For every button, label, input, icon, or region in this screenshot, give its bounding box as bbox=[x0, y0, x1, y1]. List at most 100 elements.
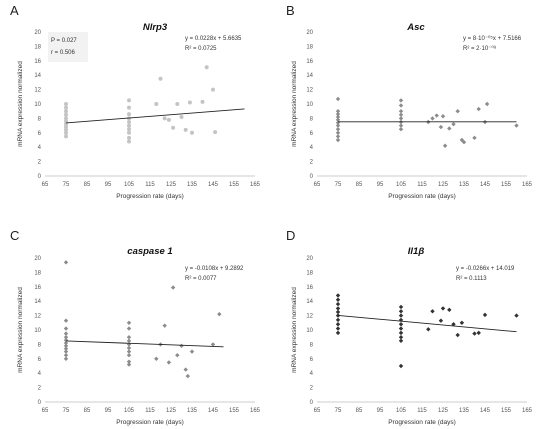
x-tick-label: 75 bbox=[63, 408, 70, 414]
x-tick-label: 135 bbox=[459, 408, 470, 414]
data-point bbox=[398, 123, 404, 128]
x-tick-label: 125 bbox=[438, 182, 449, 188]
data-point bbox=[459, 137, 465, 143]
x-tick-label: 125 bbox=[438, 408, 449, 414]
x-tick-label: 155 bbox=[501, 408, 512, 414]
data-point bbox=[63, 326, 69, 331]
x-axis-label: Progression rate (days) bbox=[388, 419, 456, 426]
data-point bbox=[127, 130, 131, 135]
r-squared-label: R² = 2·10⁻⁰⁸ bbox=[463, 45, 497, 52]
data-point bbox=[335, 117, 341, 123]
data-point bbox=[398, 109, 404, 114]
data-point bbox=[162, 116, 167, 121]
data-point bbox=[482, 312, 488, 318]
data-point bbox=[63, 260, 69, 265]
data-point bbox=[127, 127, 131, 132]
data-point bbox=[64, 125, 68, 130]
y-tick-label: 10 bbox=[306, 102, 313, 108]
trend-line bbox=[65, 108, 245, 124]
y-tick-label: 10 bbox=[34, 102, 41, 108]
data-point bbox=[175, 102, 180, 106]
y-tick-label: 6 bbox=[310, 131, 314, 137]
data-point bbox=[127, 105, 131, 110]
y-tick-label: 16 bbox=[34, 59, 41, 65]
data-point bbox=[430, 309, 435, 314]
y-tick-label: 14 bbox=[306, 299, 313, 305]
data-point bbox=[455, 332, 460, 338]
data-point bbox=[175, 353, 180, 358]
x-tick-label: 65 bbox=[314, 182, 321, 188]
chart-title: Il1β bbox=[408, 246, 425, 257]
data-point bbox=[190, 130, 194, 135]
data-point bbox=[63, 331, 69, 336]
data-point bbox=[158, 76, 163, 81]
y-tick-label: 8 bbox=[310, 342, 314, 348]
p-value-label: P = 0.027 bbox=[51, 38, 77, 44]
y-tick-label: 20 bbox=[306, 256, 313, 262]
x-tick-label: 165 bbox=[522, 182, 533, 188]
x-tick-labels: 65 75 85 95 105 115 125 135 145 155 165 bbox=[42, 408, 261, 414]
data-point bbox=[126, 338, 132, 343]
data-point bbox=[63, 349, 69, 354]
data-point bbox=[166, 360, 172, 365]
data-point bbox=[217, 311, 222, 317]
x-axis-label: Progression rate (days) bbox=[116, 419, 184, 426]
trend-equation: y = -0.0266x + 14.019 bbox=[456, 266, 515, 272]
data-point bbox=[171, 125, 176, 130]
stats-box bbox=[48, 32, 88, 62]
y-tick-labels: 0 2 4 6 8 10 12 14 16 18 20 bbox=[306, 30, 313, 180]
trend-equation: y = 8·10⁻⁰⁵x + 7.5166 bbox=[463, 35, 522, 42]
data-points bbox=[64, 65, 218, 144]
data-point bbox=[438, 124, 444, 130]
y-tick-label: 6 bbox=[310, 357, 314, 363]
x-tick-label: 165 bbox=[250, 408, 261, 414]
data-point bbox=[127, 135, 131, 140]
data-point bbox=[335, 322, 341, 327]
trend-equation: y = -0.0108x + 9.2892 bbox=[185, 266, 244, 272]
data-point bbox=[179, 114, 184, 119]
data-point bbox=[472, 331, 477, 336]
data-point bbox=[213, 130, 218, 135]
data-point bbox=[126, 326, 132, 331]
data-point bbox=[335, 306, 341, 311]
x-tick-label: 65 bbox=[314, 408, 321, 414]
data-point bbox=[64, 119, 68, 124]
data-point bbox=[472, 135, 477, 141]
x-tick-label: 115 bbox=[145, 408, 155, 414]
y-tick-label: 10 bbox=[34, 328, 41, 334]
x-tick-labels: 65 75 85 95 105 115 125 135 145 155 165 bbox=[314, 182, 533, 188]
data-point bbox=[127, 112, 131, 117]
y-axis-label: mRNA expression normalized bbox=[17, 61, 24, 147]
data-point bbox=[64, 109, 68, 114]
trend-equation: y = 0.0228x + 5.6635 bbox=[185, 36, 242, 42]
x-axis-label: Progression rate (days) bbox=[116, 193, 184, 200]
data-point bbox=[398, 98, 404, 103]
chart-title: Asc bbox=[406, 22, 425, 33]
data-point bbox=[447, 126, 452, 131]
y-tick-label: 2 bbox=[38, 160, 42, 166]
data-point bbox=[398, 103, 404, 108]
y-tick-label: 12 bbox=[306, 314, 313, 320]
y-tick-label: 14 bbox=[34, 73, 41, 79]
data-point bbox=[335, 123, 341, 128]
data-point bbox=[127, 120, 131, 124]
x-tick-label: 135 bbox=[187, 408, 198, 414]
y-axis-label: mRNA expression normalized bbox=[291, 61, 298, 147]
x-tick-label: 85 bbox=[84, 182, 91, 188]
y-tick-label: 16 bbox=[34, 285, 41, 291]
x-tick-label: 95 bbox=[377, 408, 384, 414]
data-point bbox=[426, 327, 431, 332]
y-tick-label: 4 bbox=[38, 371, 42, 377]
x-tick-label: 115 bbox=[417, 408, 427, 414]
x-tick-label: 165 bbox=[250, 182, 261, 188]
data-point bbox=[200, 99, 205, 104]
data-point bbox=[64, 116, 68, 121]
x-tick-label: 65 bbox=[42, 182, 49, 188]
data-point bbox=[210, 342, 216, 347]
x-tick-labels: 65 75 85 95 105 115 125 135 145 155 165 bbox=[314, 408, 533, 414]
data-point bbox=[166, 117, 171, 122]
trend-line bbox=[337, 314, 517, 333]
data-point bbox=[63, 318, 69, 323]
data-point bbox=[64, 130, 68, 135]
y-tick-label: 10 bbox=[306, 328, 313, 334]
